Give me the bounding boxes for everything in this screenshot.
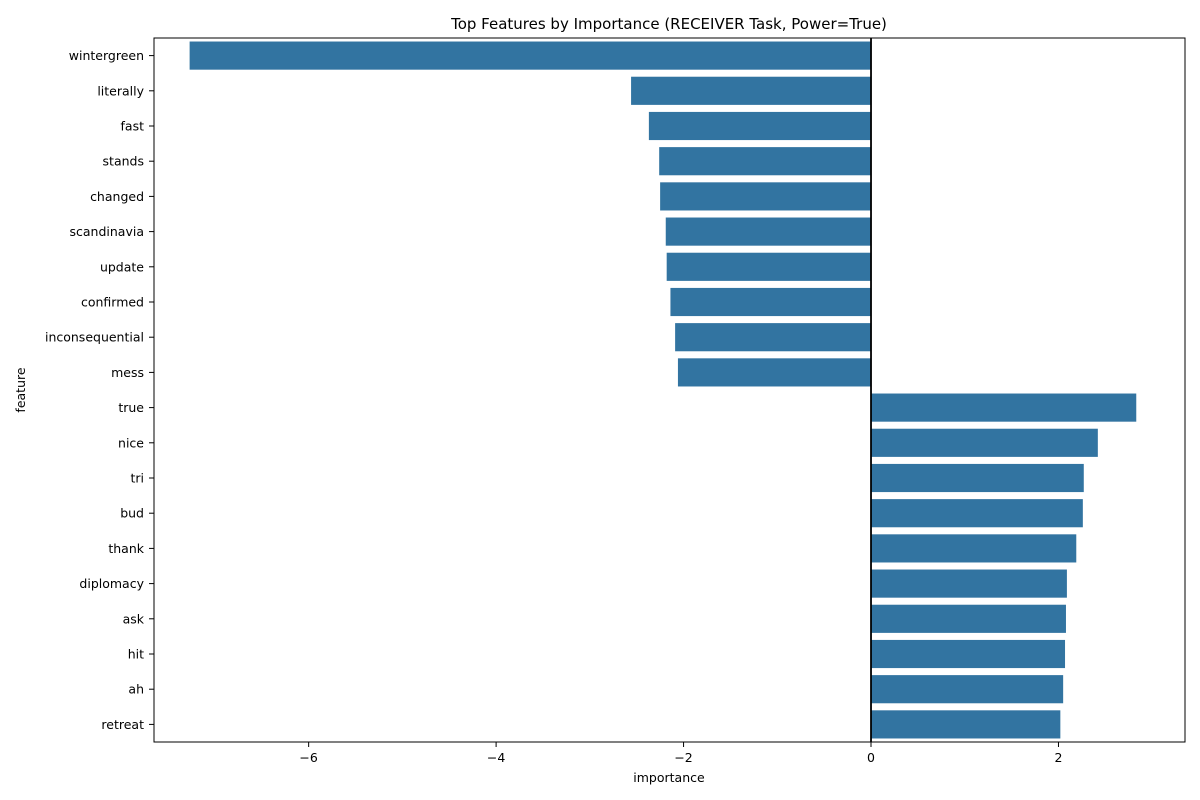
bar-retreat: [871, 710, 1061, 739]
y-tick-label: true: [118, 400, 144, 415]
bar-changed: [660, 182, 872, 211]
chart-title: Top Features by Importance (RECEIVER Tas…: [450, 15, 887, 33]
y-tick-label: changed: [90, 189, 144, 204]
x-axis-label: importance: [633, 770, 705, 785]
bar-diplomacy: [871, 569, 1067, 598]
y-tick-label: mess: [111, 365, 144, 380]
y-tick-label: diplomacy: [79, 576, 144, 591]
x-tick-label: −6: [299, 750, 317, 765]
bar-true: [871, 393, 1137, 422]
bar-hit: [871, 639, 1066, 669]
bar-mess: [677, 358, 872, 387]
y-tick-label: literally: [97, 83, 144, 98]
y-tick-label: wintergreen: [69, 48, 144, 63]
bar-ah: [871, 675, 1064, 704]
bar-confirmed: [670, 287, 872, 317]
bar-stands: [659, 147, 872, 176]
bar-fast: [648, 111, 872, 141]
x-tick-label: 2: [1054, 750, 1062, 765]
y-tick-label: thank: [108, 541, 144, 556]
y-tick-label: ah: [128, 682, 144, 697]
y-tick-label: bud: [120, 506, 144, 521]
bar-thank: [871, 534, 1077, 563]
y-axis-label: feature: [13, 367, 28, 412]
y-tick-label: ask: [123, 611, 145, 626]
bar-tri: [871, 463, 1084, 493]
bars-group: [189, 41, 1137, 739]
y-tick-label: inconsequential: [45, 330, 144, 345]
x-tick-label: −4: [487, 750, 505, 765]
bar-literally: [631, 76, 872, 105]
y-tick-label: nice: [118, 435, 144, 450]
y-tick-label: retreat: [101, 717, 144, 732]
x-tick-label: 0: [867, 750, 875, 765]
y-tick-label: scandinavia: [70, 224, 145, 239]
x-tick-label: −2: [674, 750, 692, 765]
x-tick-labels: −6 −4 −2 0 2: [299, 742, 1062, 765]
bar-wintergreen: [189, 41, 872, 70]
axes-frame: [153, 37, 1186, 743]
y-tick-label: tri: [130, 471, 144, 486]
y-tick-label: confirmed: [81, 295, 144, 310]
y-tick-labels: wintergreen literally fast stands changed sca…: [45, 48, 154, 732]
bar-ask: [871, 604, 1066, 633]
y-tick-label: hit: [128, 647, 144, 662]
bar-inconsequential: [675, 323, 872, 352]
y-tick-label: fast: [121, 119, 145, 134]
y-tick-label: update: [100, 259, 144, 274]
bar-nice: [871, 428, 1098, 457]
bar-bud: [871, 499, 1083, 528]
y-tick-label: stands: [103, 154, 144, 169]
bar-scandinavia: [665, 217, 872, 246]
bar-update: [666, 252, 872, 281]
